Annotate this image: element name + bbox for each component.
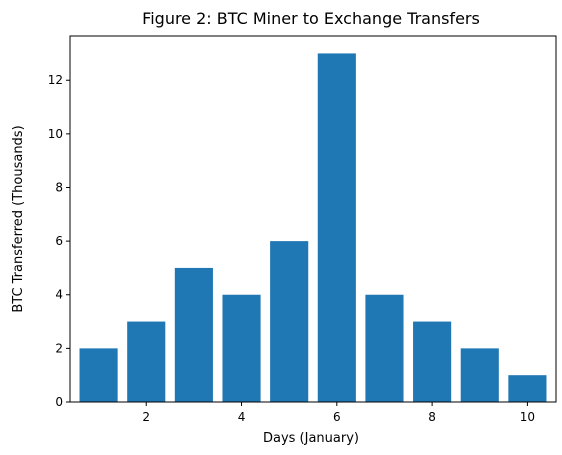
y-axis-label: BTC Transferred (Thousands) [11,125,26,312]
x-tick-label: 6 [333,410,341,424]
bar-day-2 [127,321,166,402]
y-tick-label: 0 [55,395,63,409]
bar-day-5 [270,241,309,402]
bar-day-4 [222,294,261,402]
bar-day-3 [174,267,213,402]
bar-day-1 [79,348,118,402]
x-axis-label: Days (January) [263,431,359,446]
x-tick-label: 4 [238,410,246,424]
y-tick-label: 6 [55,234,63,248]
x-axis-ticks: 2 4 6 8 10 [142,402,535,424]
x-tick-label: 8 [428,410,436,424]
y-tick-label: 12 [48,73,63,87]
x-tick-label: 10 [520,410,535,424]
plot-frame [69,35,557,403]
bar-day-6 [317,53,356,403]
y-axis-ticks: 0 2 4 6 8 10 12 [48,73,70,409]
y-tick-label: 2 [55,341,63,355]
y-tick-label: 10 [48,127,63,141]
y-tick-label: 4 [55,288,63,302]
bar-day-9 [460,348,499,402]
x-tick-label: 2 [142,410,150,424]
bars-group [79,53,547,403]
bar-day-7 [365,294,404,402]
bar-day-8 [413,321,452,402]
chart-title: Figure 2: BTC Miner to Exchange Transfer… [142,9,480,28]
y-tick-label: 8 [55,180,63,194]
bar-day-10 [508,375,547,402]
